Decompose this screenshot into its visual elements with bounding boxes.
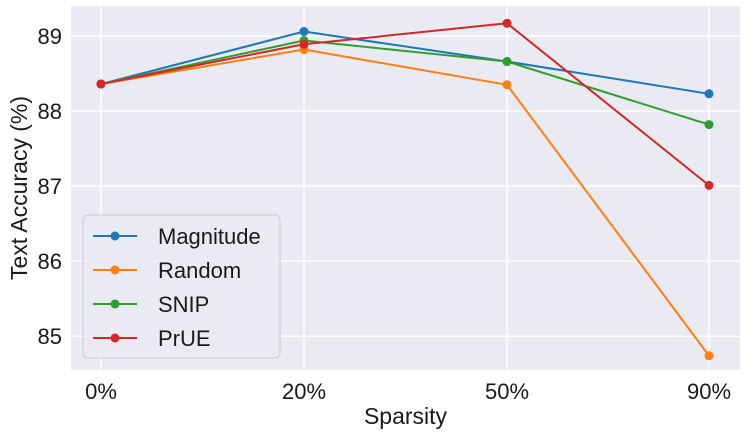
y-tick-label: 86 (38, 249, 62, 274)
data-point (704, 180, 714, 190)
y-axis-label: Text Accuracy (%) (6, 96, 32, 280)
legend-marker (110, 299, 120, 309)
legend-item-snip: SNIP (93, 292, 209, 317)
x-tick-label: 90% (687, 379, 731, 404)
series-group (96, 18, 714, 361)
x-tick-label: 0% (85, 379, 117, 404)
data-point (502, 80, 512, 90)
x-axis-label: Sparsity (364, 403, 448, 429)
legend: Magnitude Random SNIP PrUE (82, 214, 281, 359)
y-tick-label: 85 (38, 324, 62, 349)
data-point (704, 120, 714, 130)
legend-marker (110, 265, 120, 275)
data-point (502, 18, 512, 28)
legend-frame (82, 214, 281, 359)
y-tick-label: 88 (38, 99, 62, 124)
data-point (704, 89, 714, 99)
y-tick-label: 89 (38, 24, 62, 49)
y-tick-label: 87 (38, 174, 62, 199)
data-point (704, 351, 714, 361)
x-tick-labels: 0% 20% 50% 90% (85, 379, 731, 404)
data-point (299, 39, 309, 49)
data-point (502, 57, 512, 67)
series-line (100, 48, 710, 357)
legend-label: Random (158, 258, 241, 283)
legend-item-random: Random (93, 258, 241, 283)
y-tick-labels: 85 86 87 88 89 (38, 24, 62, 349)
series-line (100, 39, 710, 126)
legend-label: SNIP (158, 292, 209, 317)
x-tick-label: 20% (282, 379, 326, 404)
legend-item-magnitude: Magnitude (93, 224, 261, 249)
x-tick-label: 50% (485, 379, 529, 404)
series-line (100, 30, 710, 95)
data-point (299, 27, 309, 37)
legend-label: Magnitude (158, 224, 261, 249)
legend-item-prue: PrUE (93, 326, 211, 351)
gridlines (71, 6, 740, 370)
legend-marker (110, 231, 120, 241)
legend-label: PrUE (158, 326, 211, 351)
series-prue (96, 18, 714, 190)
data-point (96, 79, 106, 89)
legend-marker (110, 333, 120, 343)
series-line (100, 22, 710, 187)
